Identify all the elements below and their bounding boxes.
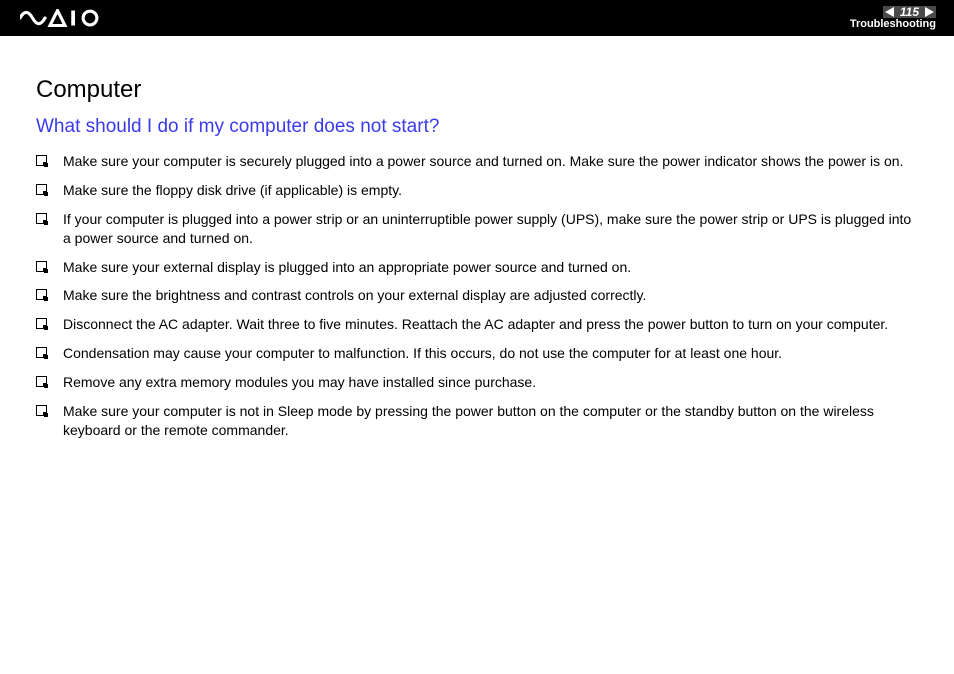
bullet-icon bbox=[36, 184, 47, 195]
bullet-text: Make sure your computer is securely plug… bbox=[63, 152, 918, 171]
bullet-icon bbox=[36, 289, 47, 300]
vaio-logo-svg bbox=[20, 9, 120, 27]
header-bar: 115 Troubleshooting bbox=[0, 0, 954, 36]
list-item: Make sure your external display is plugg… bbox=[36, 258, 918, 277]
list-item: Make sure your computer is securely plug… bbox=[36, 152, 918, 171]
page-title: Computer bbox=[36, 76, 918, 104]
bullet-icon bbox=[36, 405, 47, 416]
content-area: Computer What should I do if my computer… bbox=[0, 36, 954, 440]
bullet-list: Make sure your computer is securely plug… bbox=[36, 152, 918, 440]
next-page-arrow-icon[interactable] bbox=[925, 7, 934, 17]
bullet-icon bbox=[36, 376, 47, 387]
bullet-text: If your computer is plugged into a power… bbox=[63, 210, 918, 248]
prev-page-arrow-icon[interactable] bbox=[885, 7, 894, 17]
list-item: Remove any extra memory modules you may … bbox=[36, 373, 918, 392]
page-nav: 115 bbox=[883, 6, 936, 18]
bullet-icon bbox=[36, 347, 47, 358]
bullet-text: Make sure your computer is not in Sleep … bbox=[63, 402, 918, 440]
bullet-text: Make sure the floppy disk drive (if appl… bbox=[63, 181, 918, 200]
page-subtitle: What should I do if my computer does not… bbox=[36, 116, 918, 138]
bullet-icon bbox=[36, 213, 47, 224]
bullet-text: Disconnect the AC adapter. Wait three to… bbox=[63, 315, 918, 334]
list-item: Make sure the brightness and contrast co… bbox=[36, 286, 918, 305]
list-item: If your computer is plugged into a power… bbox=[36, 210, 918, 248]
bullet-icon bbox=[36, 261, 47, 272]
bullet-text: Make sure your external display is plugg… bbox=[63, 258, 918, 277]
bullet-text: Condensation may cause your computer to … bbox=[63, 344, 918, 363]
page-number: 115 bbox=[898, 6, 921, 18]
bullet-icon bbox=[36, 155, 47, 166]
section-label: Troubleshooting bbox=[850, 19, 936, 30]
list-item: Make sure your computer is not in Sleep … bbox=[36, 402, 918, 440]
bullet-text: Make sure the brightness and contrast co… bbox=[63, 286, 918, 305]
bullet-icon bbox=[36, 318, 47, 329]
header-right: 115 Troubleshooting bbox=[850, 6, 936, 30]
list-item: Disconnect the AC adapter. Wait three to… bbox=[36, 315, 918, 334]
list-item: Make sure the floppy disk drive (if appl… bbox=[36, 181, 918, 200]
list-item: Condensation may cause your computer to … bbox=[36, 344, 918, 363]
vaio-logo bbox=[20, 0, 120, 36]
bullet-text: Remove any extra memory modules you may … bbox=[63, 373, 918, 392]
